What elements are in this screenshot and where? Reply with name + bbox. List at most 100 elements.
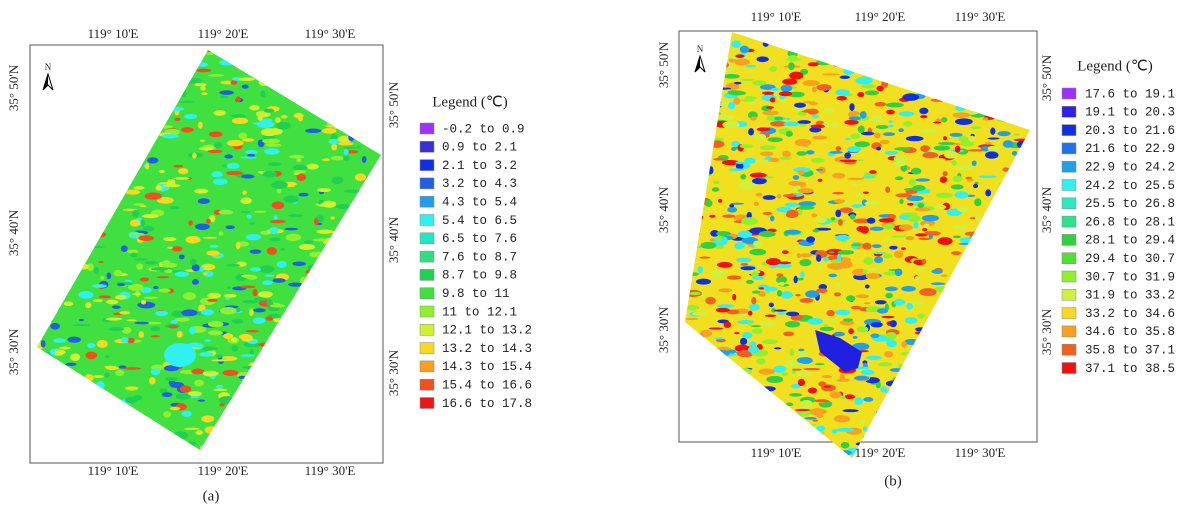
raster-patch [985, 387, 996, 395]
raster-patch [888, 120, 893, 124]
raster-patch [697, 428, 709, 437]
raster-patch [690, 373, 701, 380]
raster-patch [769, 97, 776, 103]
raster-patch [881, 80, 889, 88]
raster-patch [74, 81, 88, 88]
raster-patch [921, 291, 928, 295]
raster-patch [133, 186, 145, 190]
raster-patch [1009, 85, 1028, 91]
raster-patch [40, 231, 52, 237]
y-tick-label: 35° 50'N [386, 81, 401, 128]
raster-patch [245, 233, 262, 241]
raster-patch [310, 411, 319, 415]
raster-patch [369, 271, 379, 274]
raster-patch [1022, 286, 1030, 292]
raster-patch [864, 284, 870, 289]
raster-patch [881, 315, 895, 319]
raster-patch [102, 71, 113, 74]
raster-patch [773, 365, 787, 373]
raster-patch [239, 397, 256, 403]
raster-patch [943, 136, 948, 141]
raster-patch [995, 279, 1010, 284]
raster-patch [914, 331, 923, 335]
raster-patch [362, 234, 380, 241]
raster-patch [762, 41, 769, 47]
raster-patch [219, 403, 225, 407]
raster-patch [966, 194, 976, 197]
raster-patch [260, 90, 266, 98]
raster-patch [47, 283, 62, 289]
raster-patch [345, 347, 352, 355]
raster-patch [924, 388, 931, 391]
raster-patch [716, 46, 722, 49]
raster-patch [690, 392, 704, 396]
raster-patch [893, 160, 907, 167]
raster-patch [785, 432, 793, 440]
raster-patch [41, 236, 54, 240]
raster-patch [367, 231, 376, 239]
raster-patch [74, 219, 80, 222]
raster-patch [796, 151, 807, 156]
raster-patch [913, 55, 927, 60]
raster-patch [764, 314, 777, 317]
raster-patch [867, 70, 877, 76]
raster-patch [266, 298, 273, 307]
raster-patch [685, 234, 689, 241]
raster-patch [891, 235, 907, 238]
raster-patch [317, 188, 332, 193]
raster-patch [354, 329, 369, 337]
raster-patch [62, 443, 77, 450]
raster-patch [241, 84, 249, 89]
raster-patch [43, 384, 50, 388]
raster-patch [916, 63, 929, 67]
raster-patch [275, 121, 291, 130]
raster-patch [995, 394, 1003, 403]
raster-patch [272, 278, 286, 283]
raster-patch [195, 223, 210, 230]
raster-patch [124, 386, 139, 390]
raster-patch [293, 346, 300, 351]
raster-patch [179, 100, 195, 104]
raster-patch [322, 108, 341, 114]
raster-patch [104, 365, 117, 369]
raster-patch [359, 398, 376, 406]
raster-patch [280, 247, 285, 251]
raster-patch [37, 293, 42, 300]
raster-patch [995, 363, 1011, 370]
raster-patch [794, 102, 806, 108]
raster-patch [752, 80, 767, 86]
raster-patch [935, 192, 953, 198]
raster-patch [762, 195, 776, 200]
raster-patch [759, 321, 776, 327]
raster-patch [53, 84, 62, 91]
raster-patch [163, 237, 177, 242]
raster-patch [891, 402, 904, 406]
raster-patch [104, 355, 110, 359]
raster-patch [37, 443, 55, 450]
raster-patch [272, 407, 279, 411]
raster-patch [197, 198, 210, 204]
raster-patch [843, 318, 854, 322]
raster-patch [992, 278, 1002, 284]
x-tick-label: 119° 10'E [88, 463, 139, 478]
raster-patch [365, 378, 374, 386]
raster-patch [704, 199, 713, 207]
raster-patch [135, 81, 142, 88]
raster-patch [266, 247, 278, 255]
raster-patch [778, 261, 792, 265]
raster-patch [914, 276, 920, 282]
raster-patch [885, 102, 904, 108]
raster-patch [320, 313, 333, 318]
raster-patch [698, 364, 710, 367]
raster-patch [892, 68, 907, 74]
raster-patch [207, 298, 218, 302]
raster-patch [956, 164, 973, 171]
raster-patch [343, 189, 362, 193]
raster-patch [761, 427, 777, 431]
raster-patch [1019, 267, 1028, 273]
raster-patch [145, 321, 162, 325]
raster-patch [693, 452, 703, 458]
raster-patch [912, 185, 926, 191]
raster-patch [1009, 172, 1021, 176]
raster-patch [980, 423, 986, 428]
